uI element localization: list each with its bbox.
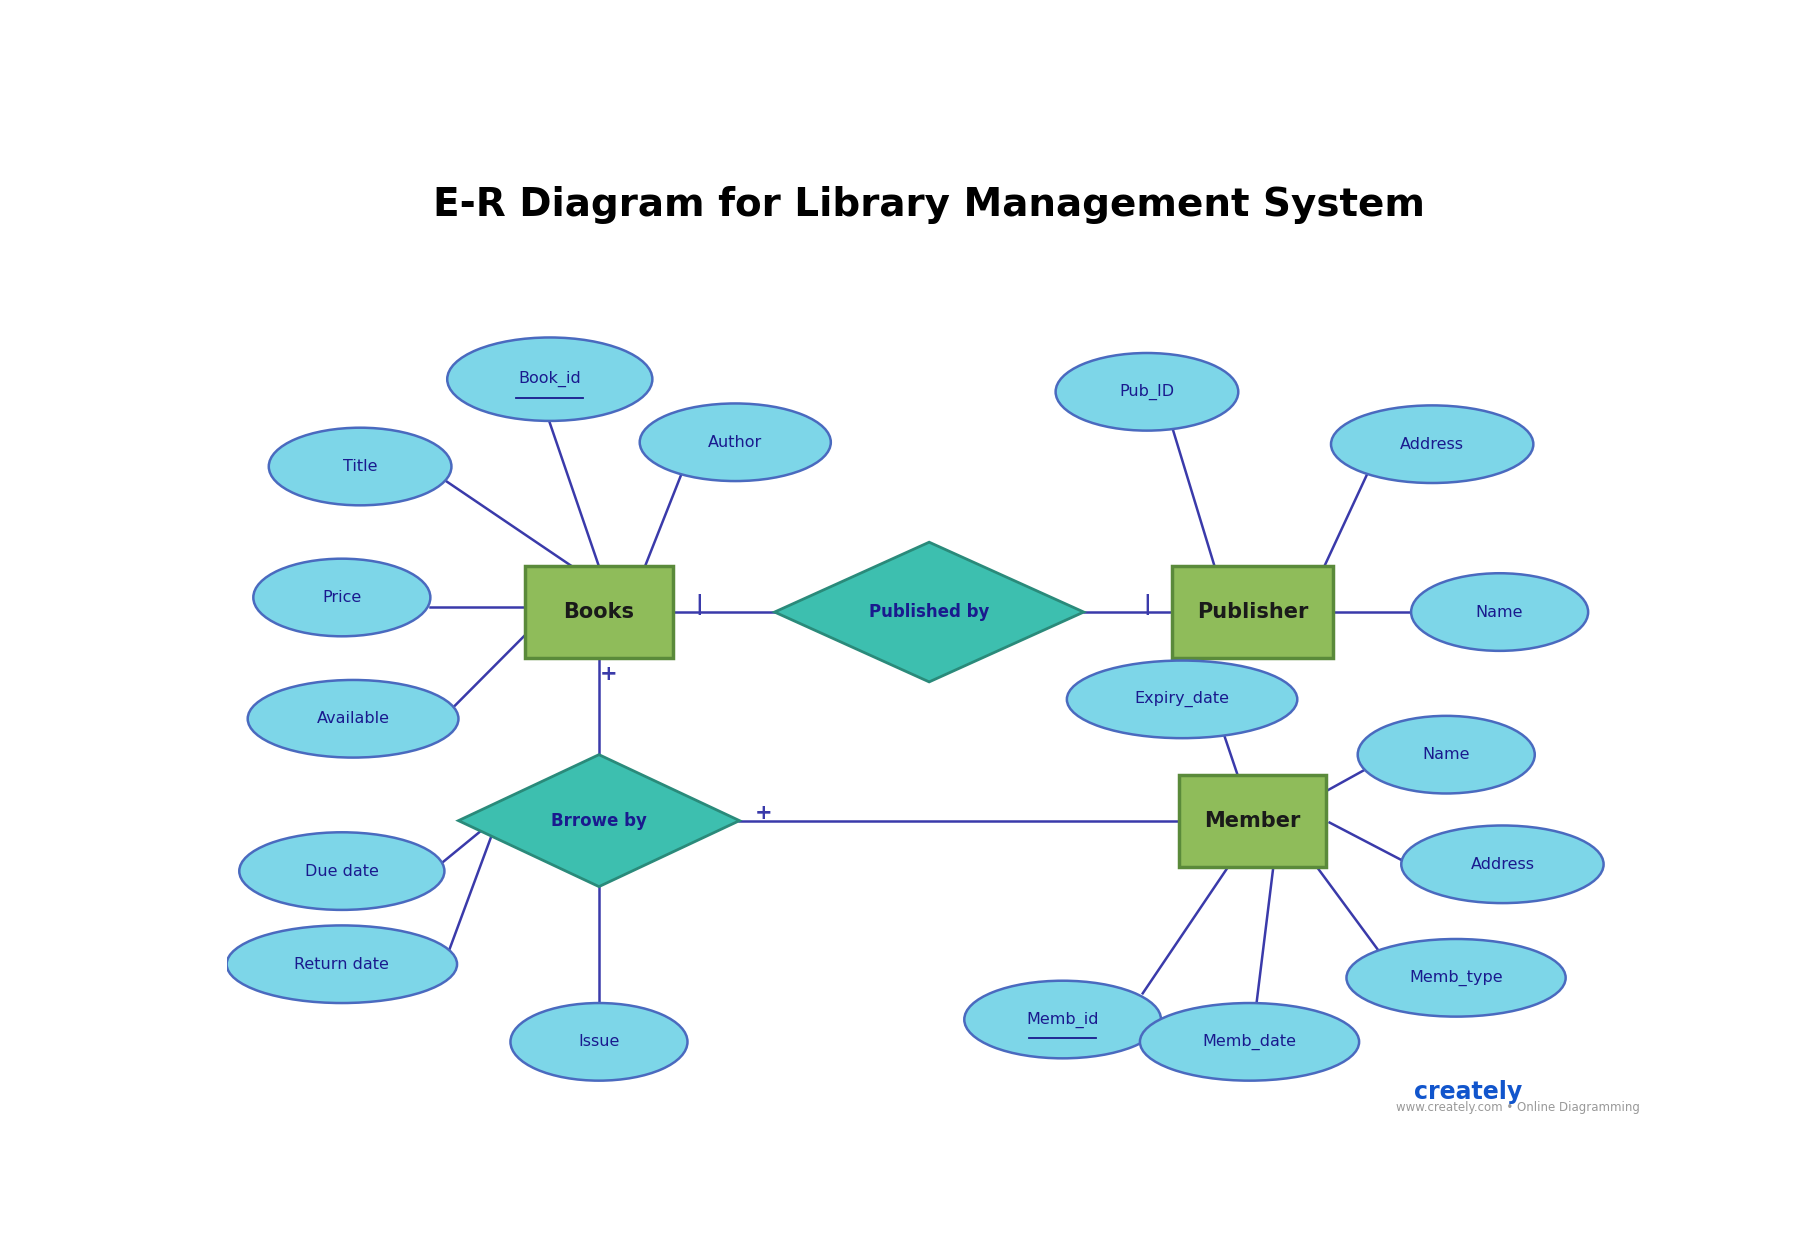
Ellipse shape <box>254 558 430 636</box>
Ellipse shape <box>1358 716 1536 794</box>
Ellipse shape <box>1140 1003 1360 1081</box>
Text: Expiry_date: Expiry_date <box>1135 692 1229 707</box>
Text: Memb_type: Memb_type <box>1409 970 1503 985</box>
Text: E-R Diagram for Library Management System: E-R Diagram for Library Management Syste… <box>433 185 1425 223</box>
Text: Name: Name <box>1423 747 1470 762</box>
Text: Issue: Issue <box>578 1034 620 1050</box>
Text: Published by: Published by <box>868 604 990 621</box>
Text: +: + <box>600 664 618 684</box>
Text: Publisher: Publisher <box>1197 602 1307 622</box>
Text: Memb_date: Memb_date <box>1202 1033 1296 1050</box>
Polygon shape <box>459 755 740 887</box>
Ellipse shape <box>268 427 451 505</box>
Ellipse shape <box>1055 353 1238 431</box>
Ellipse shape <box>1401 825 1605 903</box>
Text: Return date: Return date <box>294 956 390 971</box>
Ellipse shape <box>248 680 459 757</box>
Text: creately: creately <box>1414 1080 1523 1104</box>
Ellipse shape <box>1347 939 1566 1017</box>
Text: |: | <box>694 593 703 615</box>
Polygon shape <box>774 542 1084 682</box>
Text: Title: Title <box>343 459 377 474</box>
Text: Books: Books <box>564 602 635 622</box>
Ellipse shape <box>1331 406 1534 483</box>
Text: Address: Address <box>1400 437 1465 451</box>
Text: |: | <box>1144 593 1151 615</box>
Ellipse shape <box>640 403 830 481</box>
FancyBboxPatch shape <box>526 566 673 658</box>
Ellipse shape <box>511 1003 687 1081</box>
Text: Price: Price <box>323 590 361 605</box>
Ellipse shape <box>1066 660 1298 738</box>
Text: www.creately.com • Online Diagramming: www.creately.com • Online Diagramming <box>1396 1101 1639 1114</box>
Text: Pub_ID: Pub_ID <box>1119 384 1175 399</box>
Text: Author: Author <box>709 435 763 450</box>
Text: Address: Address <box>1470 857 1534 872</box>
Text: Brrowe by: Brrowe by <box>551 811 647 829</box>
Text: Due date: Due date <box>305 863 379 878</box>
Text: Memb_id: Memb_id <box>1026 1012 1099 1028</box>
Ellipse shape <box>239 833 444 910</box>
Text: Book_id: Book_id <box>519 372 582 387</box>
Text: +: + <box>754 803 772 823</box>
Text: Available: Available <box>317 711 390 726</box>
FancyBboxPatch shape <box>1178 775 1325 867</box>
Text: Member: Member <box>1204 810 1300 830</box>
Text: Name: Name <box>1476 605 1523 620</box>
Ellipse shape <box>448 338 653 421</box>
Ellipse shape <box>227 925 457 1003</box>
Ellipse shape <box>1411 573 1588 651</box>
FancyBboxPatch shape <box>1171 566 1333 658</box>
Ellipse shape <box>965 980 1160 1058</box>
